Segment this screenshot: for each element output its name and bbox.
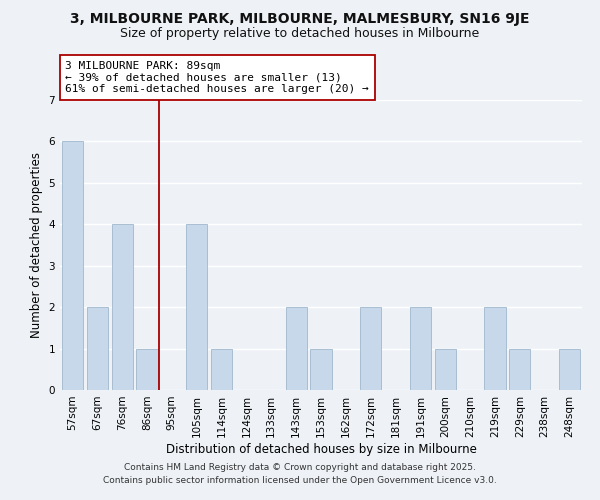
Bar [435, 348, 456, 390]
Bar [87, 307, 108, 390]
Text: Size of property relative to detached houses in Milbourne: Size of property relative to detached ho… [121, 28, 479, 40]
Bar [509, 348, 530, 390]
Text: Contains public sector information licensed under the Open Government Licence v3: Contains public sector information licen… [103, 476, 497, 485]
X-axis label: Distribution of detached houses by size in Milbourne: Distribution of detached houses by size … [166, 442, 476, 456]
Bar [211, 348, 232, 390]
Bar [136, 348, 158, 390]
Text: 3 MILBOURNE PARK: 89sqm
← 39% of detached houses are smaller (13)
61% of semi-de: 3 MILBOURNE PARK: 89sqm ← 39% of detache… [65, 61, 369, 94]
Y-axis label: Number of detached properties: Number of detached properties [30, 152, 43, 338]
Bar [360, 307, 381, 390]
Bar [112, 224, 133, 390]
Text: Contains HM Land Registry data © Crown copyright and database right 2025.: Contains HM Land Registry data © Crown c… [124, 464, 476, 472]
Bar [186, 224, 207, 390]
Bar [484, 307, 506, 390]
Text: 3, MILBOURNE PARK, MILBOURNE, MALMESBURY, SN16 9JE: 3, MILBOURNE PARK, MILBOURNE, MALMESBURY… [70, 12, 530, 26]
Bar [62, 142, 83, 390]
Bar [286, 307, 307, 390]
Bar [410, 307, 431, 390]
Bar [310, 348, 332, 390]
Bar [559, 348, 580, 390]
